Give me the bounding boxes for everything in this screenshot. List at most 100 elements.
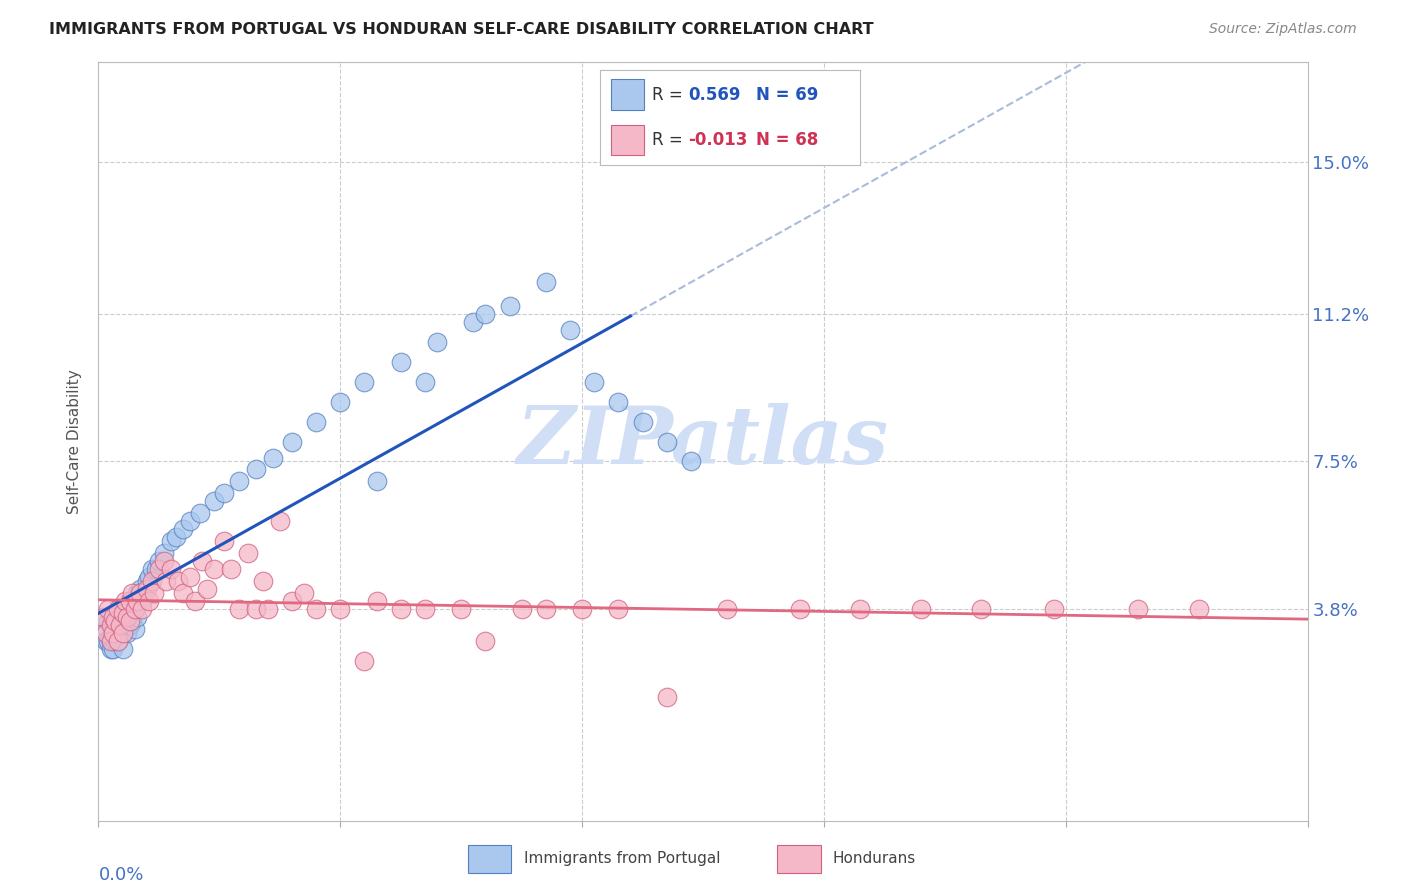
Point — [111, 642, 134, 657]
Point — [121, 614, 143, 628]
Point — [148, 554, 170, 568]
Point — [238, 546, 260, 560]
Point — [366, 594, 388, 608]
Point — [655, 690, 678, 704]
Point — [91, 610, 114, 624]
Point — [117, 610, 139, 624]
Text: Immigrants from Portugal: Immigrants from Portugal — [523, 851, 720, 866]
Point — [114, 602, 136, 616]
Point — [108, 622, 131, 636]
Point — [534, 275, 557, 289]
Point — [118, 598, 141, 612]
Point — [1188, 602, 1211, 616]
Point — [655, 434, 678, 449]
Point — [191, 554, 214, 568]
Point — [571, 602, 593, 616]
Point — [143, 586, 166, 600]
Point — [100, 634, 122, 648]
Point — [94, 626, 117, 640]
Point — [118, 594, 141, 608]
Point — [127, 586, 149, 600]
Point — [145, 562, 167, 576]
Point — [134, 586, 156, 600]
Point — [141, 562, 163, 576]
Point — [172, 586, 194, 600]
Point — [152, 554, 174, 568]
Point — [124, 622, 146, 636]
Point — [107, 610, 129, 624]
Point — [97, 614, 120, 628]
Point — [160, 534, 183, 549]
Point — [107, 634, 129, 648]
Point — [305, 602, 328, 616]
Point — [131, 602, 153, 616]
Point — [262, 450, 284, 465]
Point — [111, 610, 134, 624]
Point — [104, 610, 127, 624]
Point — [789, 602, 811, 616]
Point — [329, 394, 352, 409]
Point — [128, 582, 150, 597]
Point — [281, 594, 304, 608]
Point — [188, 507, 211, 521]
Point — [849, 602, 872, 616]
Point — [124, 602, 146, 616]
Point — [679, 454, 702, 468]
Point — [111, 606, 134, 620]
Point — [389, 355, 412, 369]
Point — [510, 602, 533, 616]
Point — [716, 602, 738, 616]
Point — [128, 586, 150, 600]
Point — [281, 434, 304, 449]
Point — [117, 626, 139, 640]
Point — [97, 602, 120, 616]
Point — [111, 626, 134, 640]
Point — [127, 594, 149, 608]
Point — [910, 602, 932, 616]
Point — [172, 522, 194, 536]
Point — [413, 602, 436, 616]
Point — [534, 602, 557, 616]
Point — [607, 602, 630, 616]
Point — [167, 574, 190, 589]
Point — [118, 614, 141, 628]
Point — [426, 334, 449, 349]
Text: Source: ZipAtlas.com: Source: ZipAtlas.com — [1209, 22, 1357, 37]
Point — [127, 610, 149, 624]
Point — [101, 626, 124, 640]
Point — [631, 415, 654, 429]
Point — [165, 530, 187, 544]
Point — [179, 570, 201, 584]
Point — [1042, 602, 1064, 616]
Point — [155, 574, 177, 589]
Y-axis label: Self-Care Disability: Self-Care Disability — [67, 369, 83, 514]
Point — [152, 546, 174, 560]
Point — [305, 415, 328, 429]
Point — [117, 606, 139, 620]
Point — [94, 634, 117, 648]
Point — [221, 562, 243, 576]
Point — [118, 618, 141, 632]
FancyBboxPatch shape — [468, 845, 512, 872]
Point — [107, 626, 129, 640]
Point — [366, 475, 388, 489]
Point — [195, 582, 218, 597]
Text: ZIPatlas: ZIPatlas — [517, 403, 889, 480]
Point — [252, 574, 274, 589]
Point — [269, 514, 291, 528]
Point — [160, 562, 183, 576]
Point — [107, 634, 129, 648]
Point — [135, 582, 157, 597]
Point — [245, 462, 267, 476]
Point — [114, 618, 136, 632]
Point — [91, 626, 114, 640]
Point — [100, 618, 122, 632]
Point — [101, 618, 124, 632]
Point — [558, 323, 581, 337]
Point — [100, 642, 122, 657]
Point — [228, 602, 250, 616]
Point — [184, 594, 207, 608]
Point — [131, 594, 153, 608]
Point — [148, 562, 170, 576]
Point — [389, 602, 412, 616]
